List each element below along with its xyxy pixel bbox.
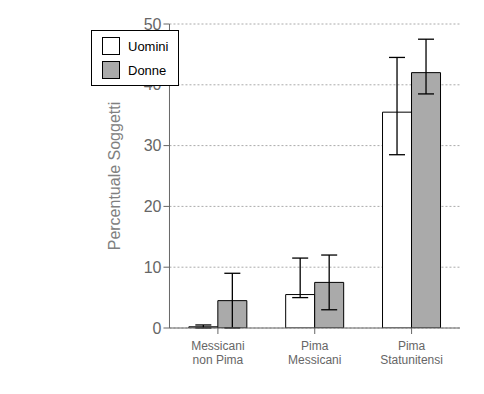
- svg-text:50: 50: [144, 16, 162, 33]
- svg-text:PimaMessicani: PimaMessicani: [288, 339, 341, 367]
- svg-text:20: 20: [144, 198, 162, 215]
- svg-text:30: 30: [144, 137, 162, 154]
- html-text:Uomini: Uomini: [128, 38, 169, 54]
- html-text:Donne: Donne: [128, 62, 167, 78]
- svg-text:Messicaninon Pima: Messicaninon Pima: [191, 339, 244, 367]
- svg-text:0: 0: [153, 320, 162, 337]
- svg-text:40: 40: [144, 76, 162, 93]
- svg-text:Percentuale Soggetti: Percentuale Soggetti: [106, 102, 123, 251]
- svg-text:10: 10: [144, 259, 162, 276]
- svg-text:PimaStatunitensi: PimaStatunitensi: [380, 339, 443, 367]
